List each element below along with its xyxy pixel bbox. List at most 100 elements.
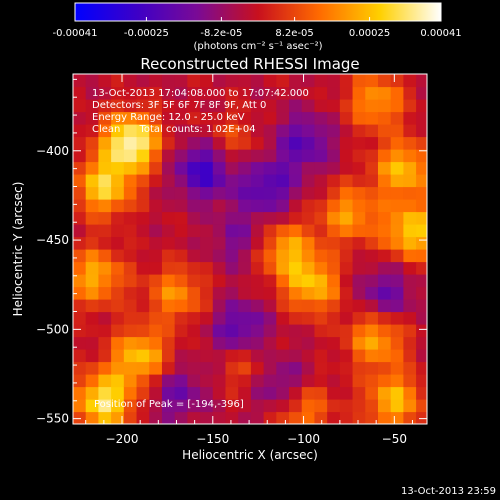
heatmap-cell [98, 299, 112, 313]
heatmap-cell [200, 124, 214, 138]
heatmap-cell [416, 311, 427, 325]
heatmap-cell [85, 274, 100, 288]
heatmap-cell [111, 311, 125, 325]
heatmap-cell [403, 236, 417, 250]
heatmap-cell [377, 399, 392, 413]
heatmap-cell [238, 161, 252, 175]
heatmap-cell [161, 311, 176, 325]
heatmap-cell [263, 299, 277, 313]
heatmap-cell [98, 311, 112, 325]
heatmap-cell [225, 161, 239, 175]
heatmap-cell [123, 236, 138, 250]
heatmap-cell [289, 274, 303, 288]
heatmap-cell [73, 399, 87, 413]
heatmap-cell [98, 161, 112, 175]
heatmap-cell [365, 161, 379, 175]
heatmap-cell [174, 411, 188, 424]
heatmap-cell [149, 186, 163, 200]
heatmap-cell [250, 399, 265, 413]
heatmap-cell [187, 374, 201, 388]
heatmap-cell [161, 199, 176, 213]
heatmap-cell [200, 361, 214, 375]
heatmap-cell [352, 361, 366, 375]
heatmap-cell [225, 299, 239, 313]
heatmap-cell [377, 124, 392, 138]
heatmap-cell [123, 361, 138, 375]
heatmap-cell [352, 74, 366, 88]
heatmap-cell [238, 86, 252, 100]
heatmap-cell [416, 349, 427, 363]
heatmap-cell [339, 386, 354, 400]
heatmap-cell [212, 411, 227, 424]
heatmap-cell [212, 124, 227, 138]
heatmap-cell [149, 399, 163, 413]
heatmap-cell [200, 299, 214, 313]
heatmap-cell [365, 86, 379, 100]
heatmap-cell [339, 99, 354, 113]
heatmap-cell [111, 124, 125, 138]
heatmap-cell [225, 399, 239, 413]
heatmap-cell [98, 99, 112, 113]
heatmap-cell [289, 236, 303, 250]
heatmap-cell [352, 349, 366, 363]
heatmap-cell [365, 399, 379, 413]
heatmap-cell [98, 274, 112, 288]
heatmap-cell [352, 374, 366, 388]
x-tick-label: −200 [106, 432, 139, 446]
heatmap-cell [390, 386, 404, 400]
heatmap-cell [238, 324, 252, 338]
heatmap-cell [174, 224, 188, 238]
heatmap-cell [390, 399, 404, 413]
heatmap-cell [98, 411, 112, 424]
heatmap-cell [111, 249, 125, 263]
heatmap-cell [73, 374, 87, 388]
heatmap-cell [136, 249, 150, 263]
heatmap-cell [149, 236, 163, 250]
heatmap-cell [123, 411, 138, 424]
heatmap-cell [98, 74, 112, 88]
heatmap-cell [200, 386, 214, 400]
heatmap-cell [238, 136, 252, 150]
heatmap-cell [289, 74, 303, 88]
heatmap-cell [225, 274, 239, 288]
heatmap-cell [339, 161, 354, 175]
heatmap-cell [327, 361, 341, 375]
heatmap-cell [314, 349, 328, 363]
heatmap-cell [289, 111, 303, 125]
heatmap-cell [377, 161, 392, 175]
heatmap-cell [238, 124, 252, 138]
heatmap-cell [276, 361, 290, 375]
colorbar-tick-label: 0.00025 [349, 28, 390, 39]
heatmap-cell [365, 174, 379, 188]
annotation-energy-range: Energy Range: 12.0 - 25.0 keV [92, 112, 245, 123]
heatmap-cell [339, 74, 354, 88]
heatmap-cell [136, 374, 150, 388]
heatmap-cell [390, 136, 404, 150]
heatmap-cell [390, 149, 404, 163]
heatmap-cell [263, 186, 277, 200]
heatmap-cell [149, 174, 163, 188]
heatmap-cell [200, 74, 214, 88]
heatmap-cell [136, 224, 150, 238]
heatmap-cell [377, 136, 392, 150]
heatmap-cell [174, 161, 188, 175]
heatmap-cell [238, 286, 252, 300]
heatmap-cell [301, 124, 316, 138]
heatmap-cell [187, 299, 201, 313]
heatmap-cell [327, 261, 341, 275]
heatmap-cell [390, 186, 404, 200]
heatmap-cell [352, 149, 366, 163]
heatmap-cell [352, 261, 366, 275]
heatmap-cell [327, 399, 341, 413]
heatmap-cell [123, 199, 138, 213]
heatmap-cell [212, 361, 227, 375]
heatmap-cell [225, 86, 239, 100]
heatmap-cell [212, 324, 227, 338]
heatmap-cell [276, 399, 290, 413]
heatmap-cell [111, 186, 125, 200]
heatmap-cell [250, 349, 265, 363]
heatmap-cell [149, 211, 163, 225]
heatmap-cell [276, 136, 290, 150]
heatmap-cell [212, 399, 227, 413]
heatmap-cell [403, 186, 417, 200]
